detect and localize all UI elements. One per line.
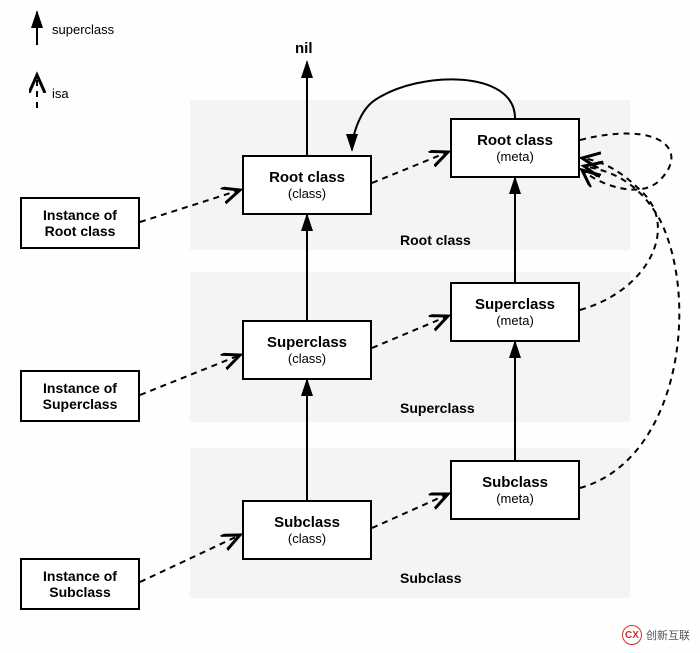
superclass-class-box: Superclass (class) bbox=[242, 320, 372, 380]
section-label-sub: Subclass bbox=[400, 570, 461, 586]
instance-of-root-class-box: Instance of Root class bbox=[20, 197, 140, 249]
box-title: Superclass bbox=[475, 296, 555, 313]
subclass-class-box: Subclass (class) bbox=[242, 500, 372, 560]
box-subtitle: Root class bbox=[45, 223, 116, 239]
section-label-root: Root class bbox=[400, 232, 471, 248]
superclass-meta-box: Superclass (meta) bbox=[450, 282, 580, 342]
box-title: Subclass bbox=[482, 474, 548, 491]
box-title: Root class bbox=[269, 169, 345, 186]
box-subtitle: (class) bbox=[288, 186, 326, 201]
box-subtitle: (meta) bbox=[496, 149, 534, 164]
box-subtitle: Subclass bbox=[49, 584, 110, 600]
box-title: Subclass bbox=[274, 514, 340, 531]
root-class-class-box: Root class (class) bbox=[242, 155, 372, 215]
box-subtitle: (meta) bbox=[496, 491, 534, 506]
box-title: Instance of bbox=[43, 207, 117, 223]
watermark: CX 创新互联 bbox=[618, 623, 694, 647]
root-class-meta-box: Root class (meta) bbox=[450, 118, 580, 178]
box-subtitle: (class) bbox=[288, 351, 326, 366]
box-subtitle: (class) bbox=[288, 531, 326, 546]
instance-of-superclass-box: Instance of Superclass bbox=[20, 370, 140, 422]
box-title: Root class bbox=[477, 132, 553, 149]
watermark-text: 创新互联 bbox=[646, 627, 690, 643]
instance-of-subclass-box: Instance of Subclass bbox=[20, 558, 140, 610]
box-title: Instance of bbox=[43, 380, 117, 396]
watermark-logo-icon: CX bbox=[622, 625, 642, 645]
box-subtitle: Superclass bbox=[43, 396, 118, 412]
legend-superclass-label: superclass bbox=[52, 22, 114, 37]
box-subtitle: (meta) bbox=[496, 313, 534, 328]
subclass-meta-box: Subclass (meta) bbox=[450, 460, 580, 520]
box-title: Superclass bbox=[267, 334, 347, 351]
box-title: Instance of bbox=[43, 568, 117, 584]
nil-label: nil bbox=[295, 40, 313, 57]
legend-isa-label: isa bbox=[52, 86, 69, 101]
section-label-super: Superclass bbox=[400, 400, 475, 416]
